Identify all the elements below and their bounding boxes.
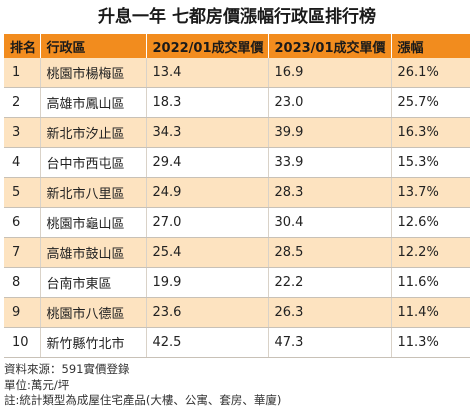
cell-price-2022: 23.6 (146, 297, 269, 328)
cell-price-2022: 27.0 (146, 207, 269, 238)
cell-price-2023: 16.9 (268, 58, 392, 88)
cell-price-2022: 25.4 (146, 237, 269, 268)
cell-rank: 4 (4, 147, 41, 178)
cell-rank: 6 (4, 207, 41, 238)
cell-district: 桃園市八德區 (40, 297, 147, 328)
table-row: 9 桃園市八德區 23.6 26.3 11.4% (4, 297, 470, 328)
cell-change: 25.7% (391, 87, 470, 118)
cell-price-2023: 39.9 (268, 117, 392, 148)
cell-district: 高雄市鳳山區 (40, 87, 147, 118)
table-row: 2 高雄市鳳山區 18.3 23.0 25.7% (4, 87, 470, 118)
header-price-2022: 2022/01成交單價 (146, 34, 269, 58)
source-note: 資料來源：591實價登錄 (4, 362, 130, 376)
cell-price-2023: 28.3 (268, 177, 392, 208)
table-row: 10 新竹縣竹北市 42.5 47.3 11.3% (4, 327, 470, 358)
table-header-row: 排名 行政區 2022/01成交單價 2023/01成交單價 漲幅 (4, 34, 470, 58)
cell-district: 新竹縣竹北市 (40, 327, 147, 358)
cell-price-2022: 42.5 (146, 327, 269, 358)
cell-price-2022: 18.3 (146, 87, 269, 118)
cell-price-2022: 34.3 (146, 117, 269, 148)
cell-price-2023: 22.2 (268, 267, 392, 298)
table-row: 8 台南市東區 19.9 22.2 11.6% (4, 267, 470, 298)
cell-change: 13.7% (391, 177, 470, 208)
cell-change: 11.4% (391, 297, 470, 328)
cell-price-2023: 33.9 (268, 147, 392, 178)
cell-rank: 2 (4, 87, 41, 118)
table-row: 5 新北市八里區 24.9 28.3 13.7% (4, 177, 470, 208)
cell-price-2023: 28.5 (268, 237, 392, 268)
cell-change: 15.3% (391, 147, 470, 178)
cell-price-2023: 30.4 (268, 207, 392, 238)
cell-change: 11.6% (391, 267, 470, 298)
cell-rank: 7 (4, 237, 41, 268)
unit-note: 單位:萬元/坪 (4, 377, 70, 392)
header-district: 行政區 (40, 34, 147, 58)
table-row: 7 高雄市鼓山區 25.4 28.5 12.2% (4, 237, 470, 268)
cell-price-2022: 19.9 (146, 267, 269, 298)
cell-price-2023: 26.3 (268, 297, 392, 328)
table-row: 6 桃園市龜山區 27.0 30.4 12.6% (4, 207, 470, 238)
header-change: 漲幅 (391, 34, 470, 58)
footnotes: 資料來源：591實價登錄 單位:萬元/坪 註:統計類型為成屋住宅產品(大樓、公寓… (4, 362, 470, 409)
cell-price-2022: 24.9 (146, 177, 269, 208)
cell-district: 台中市西屯區 (40, 147, 147, 178)
cell-district: 新北市八里區 (40, 177, 147, 208)
cell-price-2022: 29.4 (146, 147, 269, 178)
page-title: 升息一年 七都房價漲幅行政區排行榜 (98, 7, 376, 27)
ranking-table: 排名 行政區 2022/01成交單價 2023/01成交單價 漲幅 1 桃園市楊… (4, 34, 470, 358)
cell-price-2022: 13.4 (146, 58, 269, 88)
cell-rank: 1 (4, 58, 41, 88)
cell-price-2023: 23.0 (268, 87, 392, 118)
cell-rank: 8 (4, 267, 41, 298)
remark-note: 註:統計類型為成屋住宅產品(大樓、公寓、套房、華廈) (4, 393, 282, 407)
header-rank: 排名 (4, 34, 41, 58)
cell-change: 11.3% (391, 327, 470, 358)
table-row: 4 台中市西屯區 29.4 33.9 15.3% (4, 147, 470, 178)
cell-district: 高雄市鼓山區 (40, 237, 147, 268)
cell-price-2023: 47.3 (268, 327, 392, 358)
cell-rank: 10 (4, 327, 41, 358)
cell-district: 台南市東區 (40, 267, 147, 298)
cell-change: 16.3% (391, 117, 470, 148)
cell-district: 桃園市楊梅區 (40, 58, 147, 88)
header-price-2023: 2023/01成交單價 (268, 34, 392, 58)
cell-change: 12.2% (391, 237, 470, 268)
cell-district: 新北市汐止區 (40, 117, 147, 148)
table-row: 1 桃園市楊梅區 13.4 16.9 26.1% (4, 58, 470, 88)
cell-change: 12.6% (391, 207, 470, 238)
cell-rank: 5 (4, 177, 41, 208)
cell-district: 桃園市龜山區 (40, 207, 147, 238)
cell-rank: 9 (4, 297, 41, 328)
table-row: 3 新北市汐止區 34.3 39.9 16.3% (4, 117, 470, 148)
cell-rank: 3 (4, 117, 41, 148)
cell-change: 26.1% (391, 58, 470, 88)
